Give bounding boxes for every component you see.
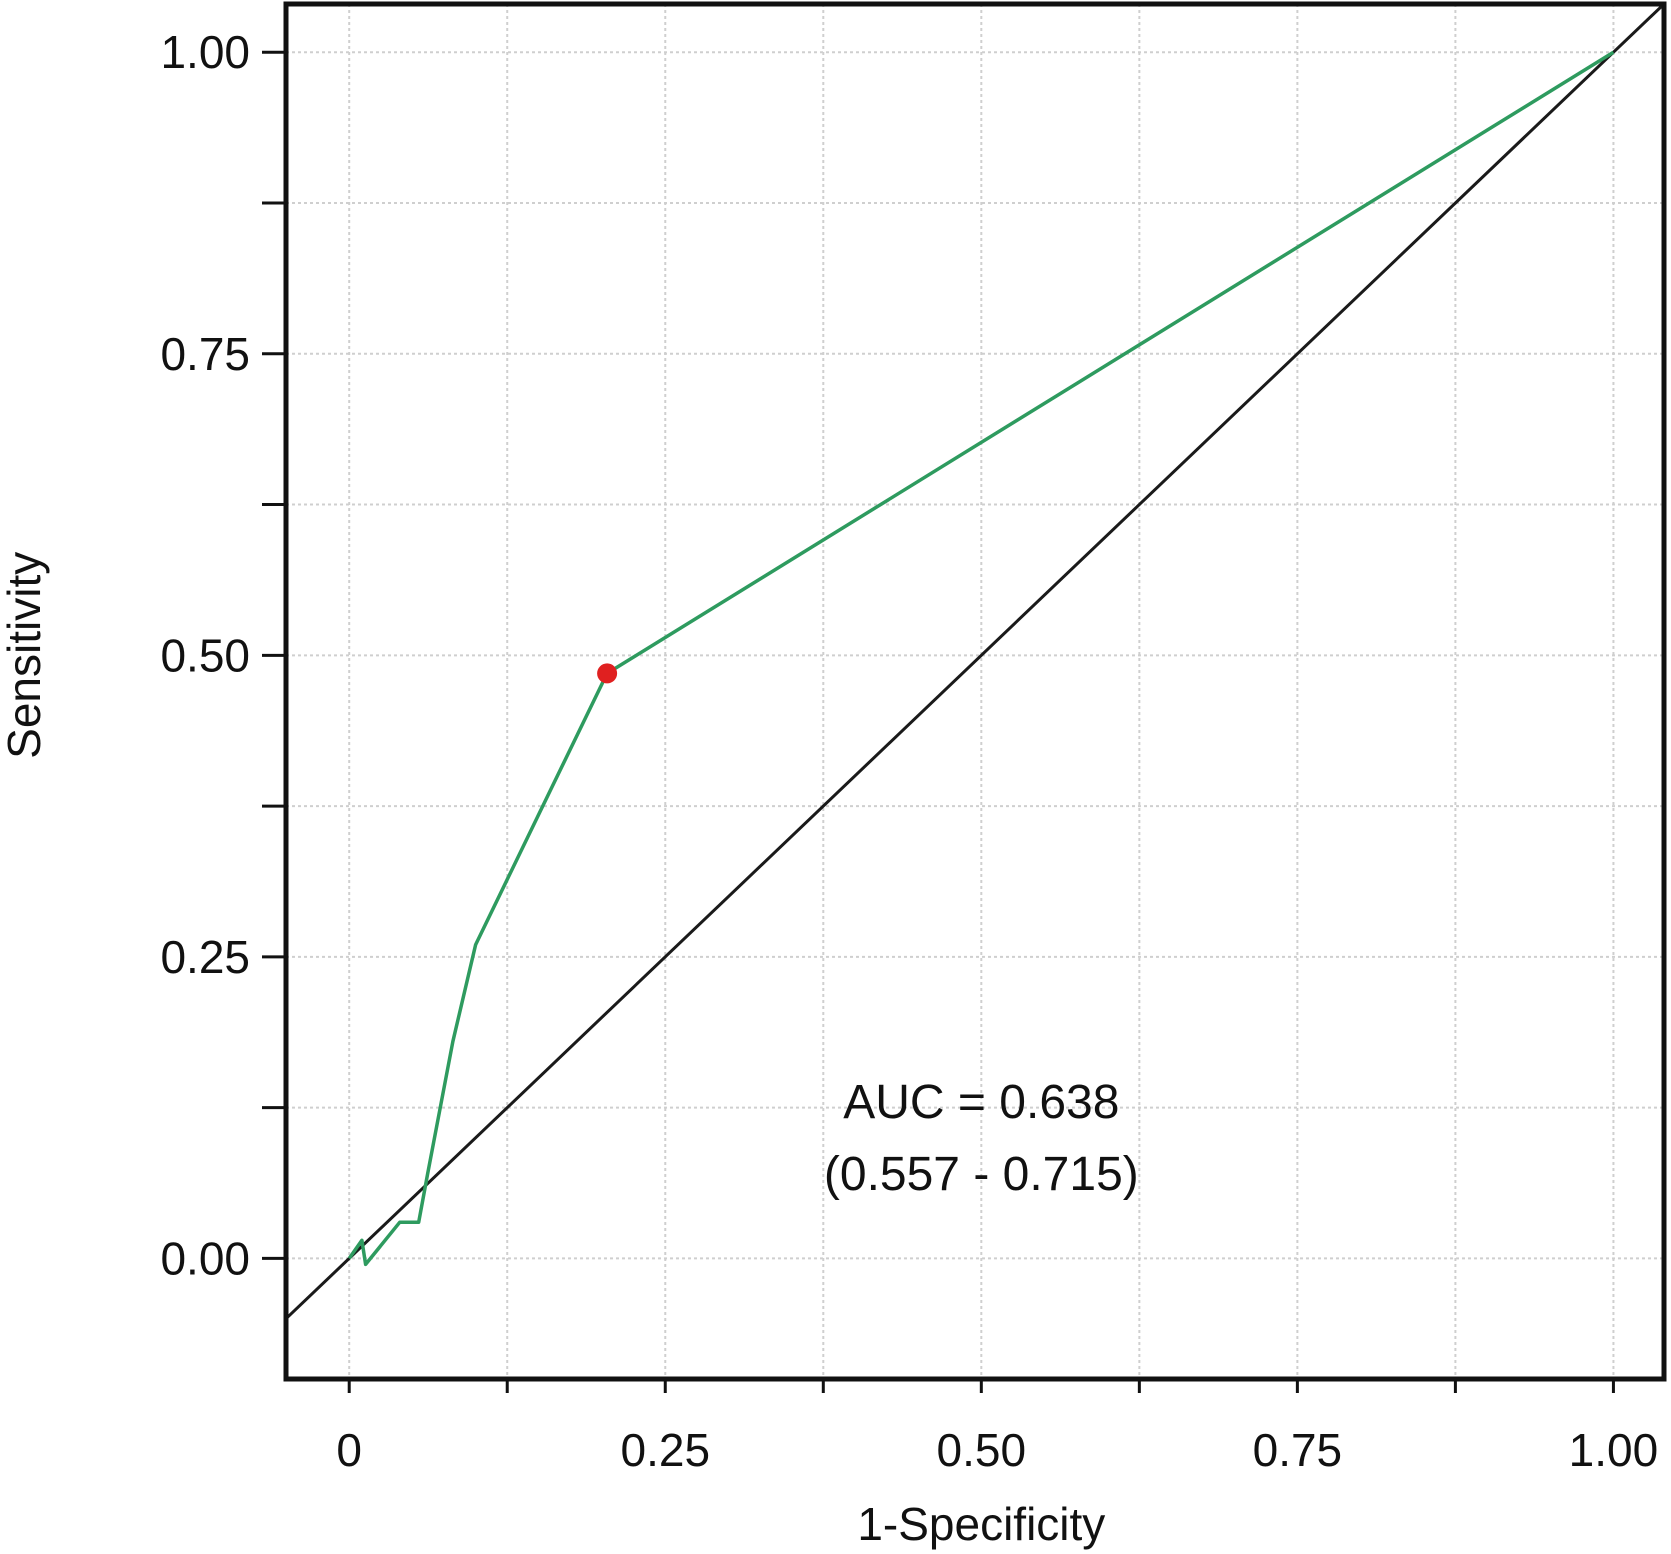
x-tick-label: 0.25 bbox=[621, 1424, 711, 1476]
auc-ci-annotation: (0.557 - 0.715) bbox=[824, 1148, 1139, 1201]
auc-annotation: AUC = 0.638 bbox=[843, 1076, 1119, 1129]
series-layer bbox=[286, 4, 1664, 1320]
y-tick-label: 0.50 bbox=[160, 629, 250, 681]
roc-curve-line bbox=[347, 50, 1615, 1267]
reference-diagonal-line bbox=[286, 4, 1664, 1320]
optimal-cutoff-point bbox=[597, 663, 618, 684]
y-tick-label: 0.75 bbox=[160, 328, 250, 380]
x-tick-label: 0.50 bbox=[937, 1424, 1027, 1476]
y-tick-label: 1.00 bbox=[160, 26, 250, 78]
x-tick-label: 1.00 bbox=[1569, 1424, 1659, 1476]
y-axis-title: Sensitivity bbox=[0, 552, 50, 759]
x-tick-label: 0.75 bbox=[1253, 1424, 1343, 1476]
x-axis-title: 1-Specificity bbox=[857, 1498, 1105, 1550]
plot-frame bbox=[283, 1, 1667, 1382]
y-tick-label: 0.00 bbox=[160, 1232, 250, 1284]
y-tick-label: 0.25 bbox=[160, 931, 250, 983]
tick-labels: 0 0.25 0.50 0.75 1.00 0.00 0.25 0.50 0.75 1.00 bbox=[160, 26, 1658, 1476]
x-tick-label: 0 bbox=[336, 1424, 362, 1476]
grid bbox=[286, 4, 1664, 1379]
